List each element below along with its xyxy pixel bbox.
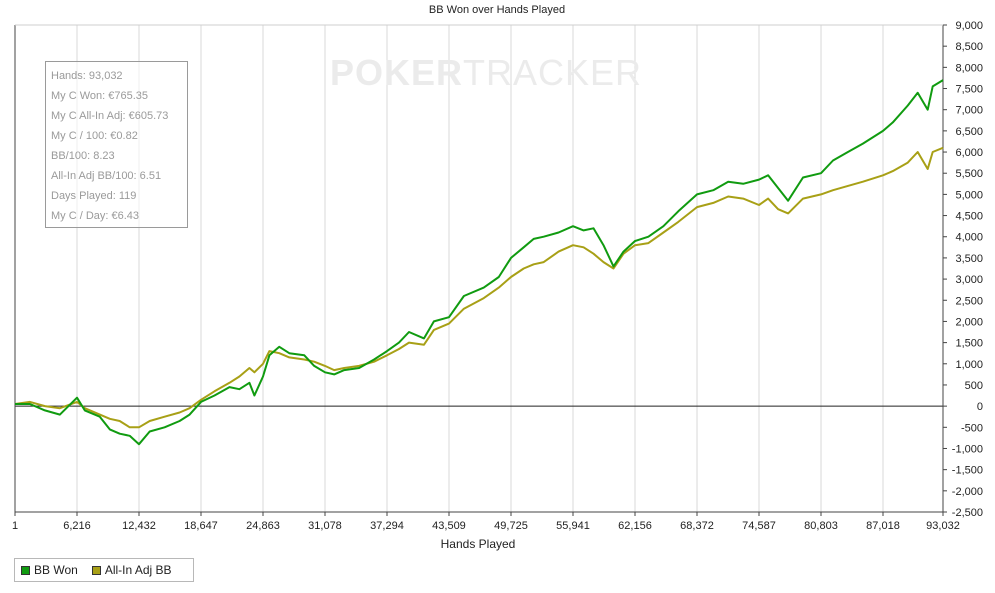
legend: BB Won All-In Adj BB <box>14 558 194 582</box>
x-tick-label-10: 62,156 <box>618 520 652 532</box>
x-tick-label-12: 74,587 <box>742 520 776 532</box>
y-tick-label-16: 5,500 <box>955 168 983 180</box>
series-line-all-in-adj <box>14 146 944 429</box>
y-tick-label-17: 6,000 <box>955 147 983 159</box>
y-tick-label-23: 9,000 <box>955 20 983 32</box>
y-tick-label-3: -1,000 <box>952 443 983 455</box>
y-tick-label-12: 3,500 <box>955 253 983 265</box>
y-tick-label-18: 6,500 <box>955 126 983 138</box>
y-tick-label-22: 8,500 <box>955 41 983 53</box>
y-tick-label-7: 1,000 <box>955 359 983 371</box>
legend-item-bb-won[interactable]: BB Won <box>21 563 78 577</box>
stats-won: My C Won: €765.35 <box>51 90 149 102</box>
stats-per-day: My C / Day: €6.43 <box>51 210 140 222</box>
x-tick-label-2: 12,432 <box>122 520 156 532</box>
legend-swatch-bb-won <box>21 565 30 575</box>
legend-item-all-in-adj[interactable]: All-In Adj BB <box>91 563 172 577</box>
y-tick-label-0: -2,500 <box>952 507 983 519</box>
x-tick-label-8: 49,725 <box>494 520 528 532</box>
watermark-right: TRACKER <box>463 52 643 93</box>
legend-swatch-all-in-adj <box>91 565 101 575</box>
y-tick-label-15: 5,000 <box>955 189 983 201</box>
x-tick-label-11: 68,372 <box>680 520 714 532</box>
stats-allin-adj: My C All-In Adj: €605.73 <box>51 110 169 122</box>
series-line-bb-won <box>15 79 944 446</box>
x-tick-label-15: 93,032 <box>926 520 960 532</box>
y-tick-label-21: 8,000 <box>955 62 983 74</box>
y-tick-label-6: 500 <box>965 380 983 392</box>
x-tick-label-0: 1 <box>12 520 18 532</box>
x-tick-label-5: 31,078 <box>308 520 342 532</box>
x-tick-label-14: 87,018 <box>866 520 900 532</box>
y-tick-label-19: 7,000 <box>955 105 983 117</box>
y-tick-label-4: -500 <box>961 422 983 434</box>
x-tick-label-9: 55,941 <box>556 520 590 532</box>
y-tick-label-1: -2,000 <box>952 486 983 498</box>
x-tick-label-1: 6,216 <box>63 520 91 532</box>
x-axis-title: Hands Played <box>441 537 516 551</box>
x-tick-label-13: 80,803 <box>804 520 838 532</box>
stats-hands: Hands: 93,032 <box>51 70 123 82</box>
y-tick-label-5: 0 <box>977 401 983 413</box>
x-tick-label-4: 24,863 <box>246 520 280 532</box>
legend-label-bb-won: BB Won <box>34 563 78 577</box>
y-tick-label-2: -1,500 <box>952 465 983 477</box>
stats-per-100: My C / 100: €0.82 <box>51 130 138 142</box>
y-tick-label-10: 2,500 <box>955 295 983 307</box>
pokertracker-watermark: POKERTRACKER <box>330 52 642 94</box>
x-tick-label-7: 43,509 <box>432 520 466 532</box>
y-tick-label-11: 3,000 <box>955 274 983 286</box>
y-tick-label-8: 1,500 <box>955 338 983 350</box>
stats-days: Days Played: 119 <box>51 190 137 202</box>
stats-box: Hands: 93,032 My C Won: €765.35 My C All… <box>45 61 188 228</box>
legend-label-all-in-adj: All-In Adj BB <box>104 563 172 577</box>
watermark-left: POKER <box>330 52 464 93</box>
y-tick-label-14: 4,500 <box>955 211 983 223</box>
stats-allin-bb-100: All-In Adj BB/100: 6.51 <box>51 170 162 182</box>
y-tick-label-20: 7,500 <box>955 84 983 96</box>
x-tick-label-6: 37,294 <box>370 520 404 532</box>
chart-title: BB Won over Hands Played <box>429 4 565 16</box>
y-tick-label-13: 4,000 <box>955 232 983 244</box>
y-tick-label-9: 2,000 <box>955 316 983 328</box>
stats-bb-100: BB/100: 8.23 <box>51 150 115 162</box>
x-tick-label-3: 18,647 <box>184 520 218 532</box>
